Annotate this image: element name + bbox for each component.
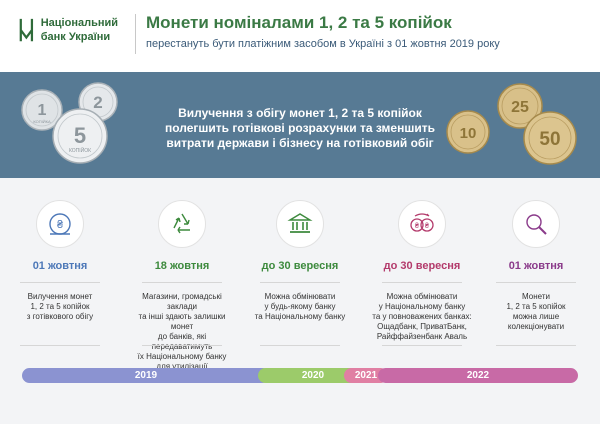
coin-hand-icon: ₴ [36, 200, 84, 248]
step-1-desc-line: з готівкового обігу [26, 312, 94, 321]
step-5-desc-line: колекціонувати [507, 322, 565, 331]
step-4-desc-line: Ощадбанк, ПриватБанк, [377, 322, 467, 331]
bank-icon [276, 200, 324, 248]
step-4-desc-line: у Національному банку [378, 302, 466, 311]
step-2-desc: Магазини, громадські заклади та інші зда… [130, 292, 234, 372]
step-3-date: до 30 вересня [261, 260, 339, 272]
step-2-divider-top [142, 282, 222, 283]
coin-band: 1 КОПІЙКА 2 5 КОПІЙОК Вилучення з обігу … [0, 72, 600, 178]
step-2-divider-bottom [142, 345, 222, 346]
step-3-desc-line: Можна обмінювати [264, 292, 336, 301]
band-line-2: полегшить готівкові розрахунки та зменши… [165, 121, 435, 135]
step-4-divider-bottom [382, 345, 462, 346]
coin-2-value: 2 [93, 93, 102, 112]
step-2: 18 жовтня Магазини, громадські заклади т… [130, 200, 234, 372]
coin-5-value: 5 [74, 123, 86, 148]
nbu-logo-icon [19, 18, 34, 42]
step-5-desc-line: можна лише [512, 312, 560, 321]
logo-line-1: Національний [40, 17, 118, 29]
logo-text: Національний банк України [41, 16, 118, 44]
step-3-divider-bottom [260, 345, 340, 346]
timeline-segment-2022: 2022 [378, 368, 578, 383]
recycle-icon [158, 200, 206, 248]
step-1-divider-top [20, 282, 100, 283]
band-message: Вилучення з обігу монет 1, 2 та 5 копійо… [150, 106, 450, 151]
step-4-desc-line: Райффайзенбанк Аваль [376, 332, 468, 341]
coin-50-value: 50 [539, 129, 560, 150]
step-3-desc-line: та Національному банку [254, 312, 346, 321]
step-1-divider-bottom [20, 345, 100, 346]
coin-10-icon: 10 [446, 110, 490, 154]
coin-1-sub: КОПІЙКА [33, 119, 51, 124]
step-2-date: 18 жовтня [154, 260, 210, 272]
step-2-desc-line: та інші здають залишки монет [138, 312, 226, 331]
coin-5-sub: КОПІЙОК [69, 146, 91, 154]
year-timeline: 2019 2020 2021 2022 [22, 368, 578, 383]
step-4-desc-line: та у повноважених банках: [372, 312, 472, 321]
header: Національний банк України Монети номінал… [0, 0, 600, 72]
step-2-desc-line: їх Національному банку [137, 352, 227, 361]
step-3: до 30 вересня Можна обмінювати у будь-як… [248, 200, 352, 370]
step-5-date: 01 жовтня [508, 260, 564, 272]
coin-50-icon: 50 [523, 111, 577, 165]
coin-25-icon: 25 [497, 83, 543, 129]
band-line-3: витрати держави і бізнесу на готівковий … [166, 136, 434, 150]
step-3-desc-line: у будь-якому банку [264, 302, 336, 311]
step-1: ₴ 01 жовтня Вилучення монет 1, 2 та 5 ко… [8, 200, 112, 370]
coins-right-group: 10 25 50 [446, 83, 577, 165]
timeline-section: ₴ 01 жовтня Вилучення монет 1, 2 та 5 ко… [0, 178, 600, 424]
step-5-desc-line: 1, 2 та 5 копійок [506, 302, 566, 311]
logo-line-2: банк України [40, 31, 111, 43]
step-4-desc: Можна обмінювати у Національному банку т… [370, 292, 474, 342]
timeline-segment-2021: 2021 [344, 368, 388, 383]
step-3-desc: Можна обмінювати у будь-якому банку та Н… [248, 292, 352, 322]
step-2-desc-line: Магазини, громадські заклади [142, 292, 222, 311]
svg-text:₴: ₴ [57, 219, 64, 231]
step-4-divider-top [382, 282, 462, 283]
exchange-icon: ₴ ₴ [398, 200, 446, 248]
step-5: 01 жовтня Монети 1, 2 та 5 копійок можна… [484, 200, 588, 370]
coin-25-value: 25 [511, 99, 529, 116]
step-1-date: 01 жовтня [32, 260, 88, 272]
step-5-divider-top [496, 282, 576, 283]
header-divider [135, 14, 136, 54]
step-1-desc: Вилучення монет 1, 2 та 5 копійок з готі… [8, 292, 112, 322]
svg-text:₴: ₴ [425, 223, 429, 230]
timeline-segment-2019: 2019 [22, 368, 270, 383]
band-line-1: Вилучення з обігу монет 1, 2 та 5 копійо… [178, 106, 422, 120]
step-4: ₴ ₴ до 30 вересня Можна обмінювати у Нац… [370, 200, 474, 370]
step-4-desc-line: Можна обмінювати [386, 292, 458, 301]
step-5-divider-bottom [496, 345, 576, 346]
coin-1-icon: 1 КОПІЙКА [21, 89, 63, 131]
page-title: Монети номіналами 1, 2 та 5 копійок [146, 13, 452, 32]
step-2-desc-line: до банків, які передаватимуть [151, 332, 213, 351]
coins-left-group: 1 КОПІЙКА 2 5 КОПІЙОК [21, 82, 118, 164]
svg-text:₴: ₴ [415, 223, 419, 230]
coin-1-value: 1 [38, 102, 47, 119]
coin-5-icon: 5 КОПІЙОК [52, 108, 108, 164]
step-5-desc-line: Монети [522, 292, 550, 301]
step-1-desc-line: Вилучення монет [27, 292, 93, 301]
timeline-segment-2020: 2020 [258, 368, 368, 383]
step-5-desc: Монети 1, 2 та 5 копійок можна лише коле… [484, 292, 588, 332]
nbu-logo: Національний банк України [18, 16, 118, 50]
step-2-desc-line: для утилізації [156, 362, 208, 371]
page-subtitle: перестануть бути платіжним засобом в Укр… [146, 38, 500, 50]
step-1-desc-line: 1, 2 та 5 копійок [30, 302, 90, 311]
step-3-divider-top [260, 282, 340, 283]
magnifier-coin-icon [512, 200, 560, 248]
coin-10-value: 10 [460, 125, 477, 142]
step-4-date: до 30 вересня [383, 260, 461, 272]
